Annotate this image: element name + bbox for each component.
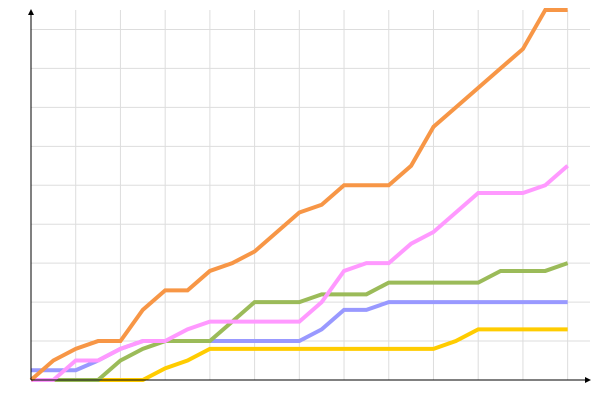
- series-line: [31, 261, 569, 382]
- series-line: [31, 164, 569, 382]
- series-line: [29, 8, 568, 382]
